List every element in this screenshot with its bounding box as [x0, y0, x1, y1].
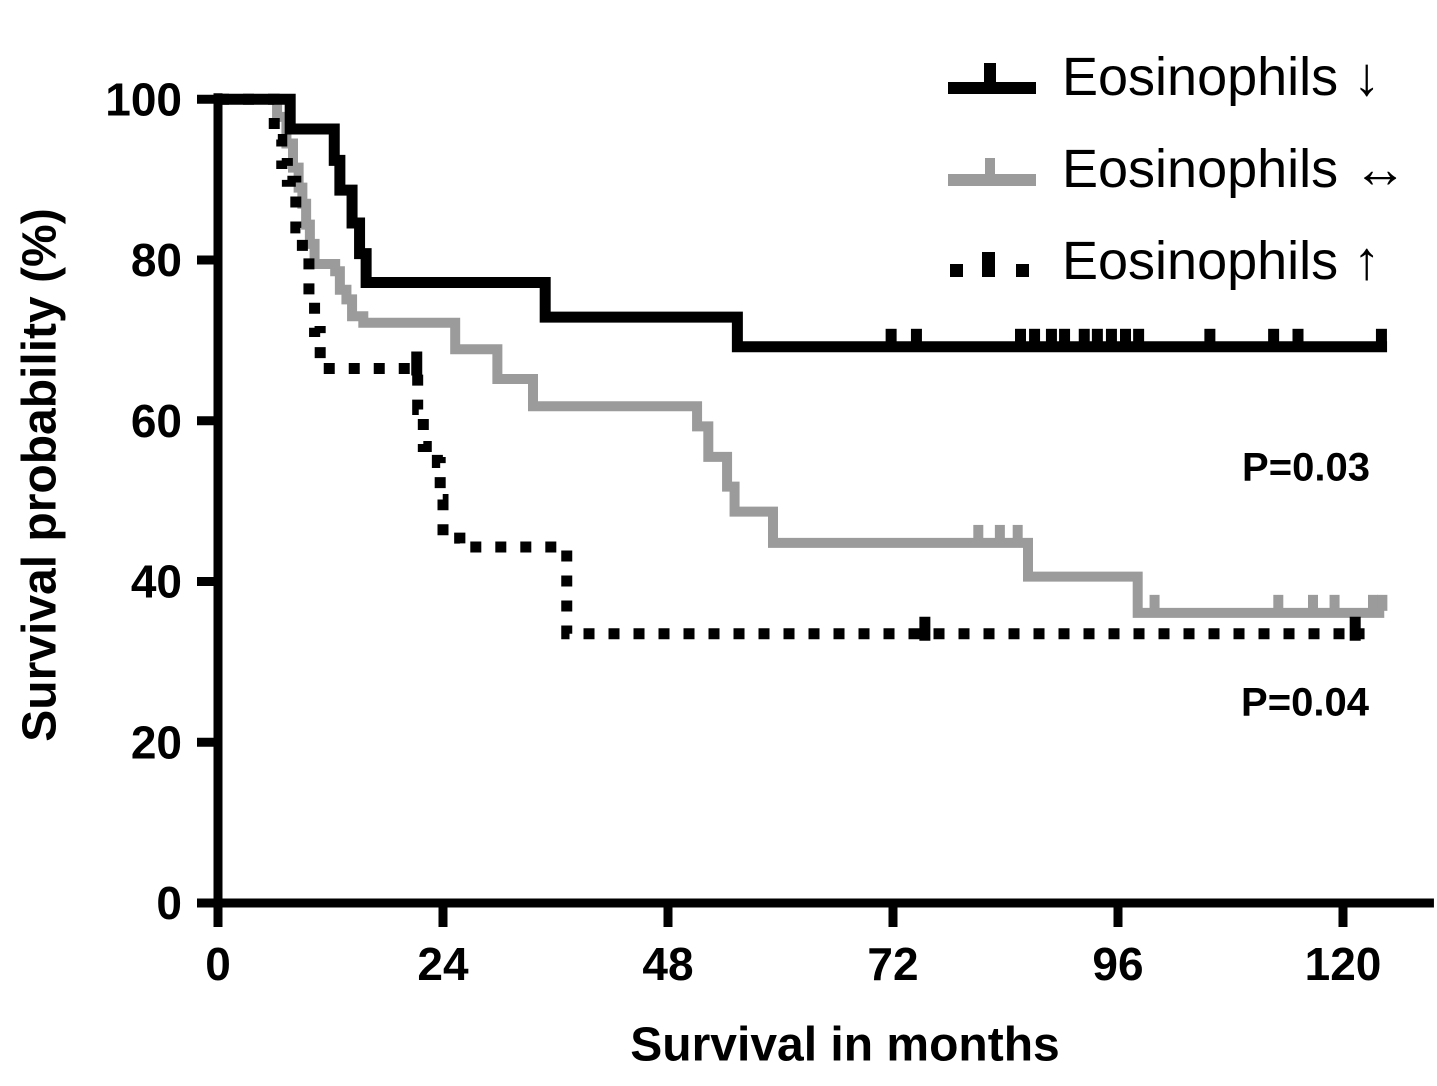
- series-line-0: [218, 93, 1388, 353]
- series-line-2: [218, 93, 1365, 640]
- y-axis-title: Survival probability (%): [13, 208, 67, 742]
- p-value-lower: P=0.04: [1241, 680, 1369, 725]
- legend-item-eosinophils-stable: Eosinophils ↔: [948, 136, 1407, 202]
- legend-label-eosinophils-stable: Eosinophils ↔: [1062, 139, 1408, 199]
- legend-label-eosinophils-up: Eosinophils ↑: [1062, 231, 1381, 291]
- x-tick-label: 24: [417, 938, 469, 990]
- series-line-1: [218, 94, 1385, 618]
- y-tick-label: 20: [131, 716, 182, 768]
- x-tick-label: 48: [642, 938, 693, 990]
- p-value-upper: P=0.03: [1242, 445, 1370, 490]
- x-tick-label: 96: [1092, 938, 1143, 990]
- y-tick-label: 40: [131, 556, 182, 608]
- y-tick-label: 100: [105, 73, 182, 125]
- y-tick-label: 60: [131, 395, 182, 447]
- x-tick-label: 72: [867, 938, 918, 990]
- x-tick-label: 0: [205, 938, 231, 990]
- legend-item-eosinophils-down: Eosinophils ↓: [948, 44, 1407, 110]
- x-tick-label: 120: [1305, 938, 1382, 990]
- legend-symbol-black-solid-icon: [948, 63, 1036, 94]
- legend-symbol-gray-solid-icon: [948, 158, 1036, 186]
- legend: Eosinophils ↓ Eosinophils ↔ Eosinophils …: [948, 44, 1407, 294]
- legend-item-eosinophils-up: Eosinophils ↑: [948, 228, 1407, 294]
- legend-label-eosinophils-down: Eosinophils ↓: [1062, 47, 1381, 107]
- x-axis-title: Survival in months: [630, 1018, 1060, 1072]
- legend-symbol-black-dotted-icon: [950, 252, 1029, 277]
- y-tick-label: 80: [131, 234, 182, 286]
- y-tick-label: 0: [156, 877, 182, 929]
